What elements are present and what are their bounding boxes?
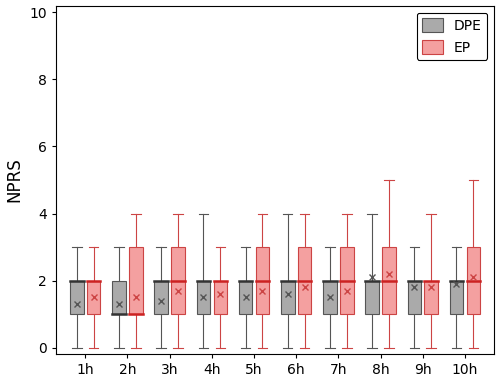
Bar [323,281,336,314]
Bar [424,281,438,314]
Y-axis label: NPRS: NPRS [6,158,24,202]
Bar [366,281,379,314]
Bar [450,281,463,314]
Bar [87,281,101,314]
Legend: DPE, EP: DPE, EP [416,13,488,60]
Bar [466,247,480,314]
Bar [196,281,210,314]
Bar [154,281,168,314]
Bar [281,281,294,314]
Bar [239,281,252,314]
Bar [256,247,269,314]
Bar [112,281,126,314]
Bar [298,247,312,314]
Bar [382,247,396,314]
Bar [129,247,142,314]
Bar [70,281,84,314]
Bar [214,281,227,314]
Bar [408,281,421,314]
Bar [172,247,185,314]
Bar [340,247,353,314]
